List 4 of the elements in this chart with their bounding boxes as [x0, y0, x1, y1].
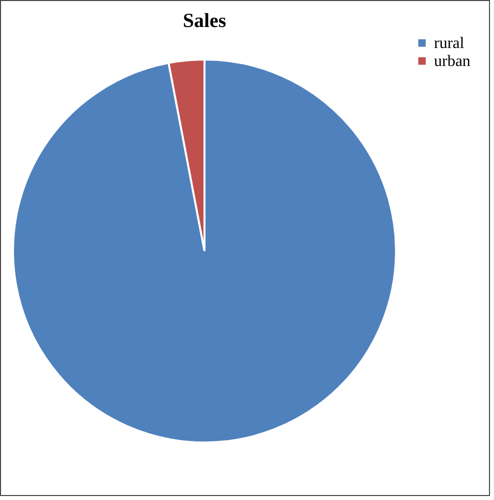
pie-slice	[12, 58, 397, 444]
legend-label: urban	[434, 53, 470, 70]
legend-label: rural	[434, 35, 465, 52]
chart-title: Sales	[182, 10, 226, 32]
